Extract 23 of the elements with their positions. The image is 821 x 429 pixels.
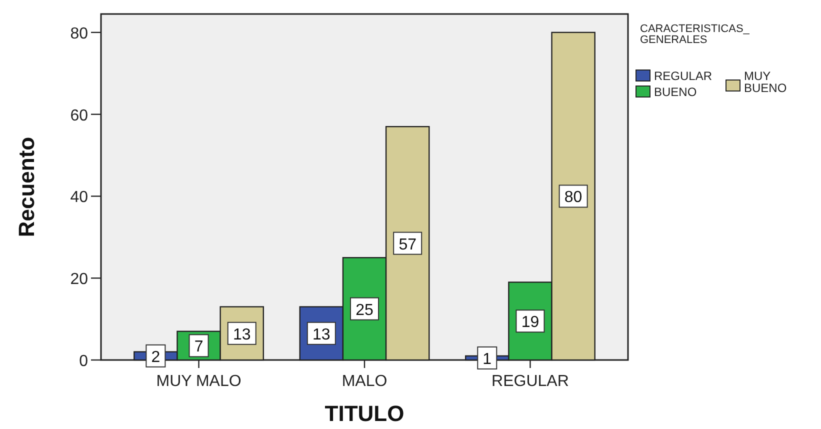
data-label: 25 — [356, 302, 374, 319]
x-tick-label: REGULAR — [492, 373, 569, 390]
data-label: 57 — [398, 236, 417, 254]
x-tick-label: MUY MALO — [156, 373, 242, 390]
data-label: 2 — [151, 348, 160, 366]
y-tick-label: 0 — [79, 353, 88, 370]
y-tick-label: 20 — [70, 271, 88, 288]
y-axis-title: Recuento — [14, 136, 39, 238]
y-tick-label: 80 — [70, 25, 88, 42]
data-label: 19 — [521, 314, 540, 332]
data-label: 13 — [312, 326, 330, 344]
x-axis-title: TITULO — [324, 401, 404, 426]
legend-label: BUENO — [654, 85, 697, 99]
y-tick-label: 60 — [70, 107, 88, 124]
data-label: 7 — [194, 338, 204, 356]
legend-label: MUY BUENO — [744, 69, 787, 95]
y-tick-label: 40 — [70, 189, 88, 206]
data-label: 80 — [564, 189, 582, 206]
data-label: 13 — [232, 326, 251, 344]
legend-label: REGULAR — [654, 69, 712, 83]
x-tick-label: MALO — [342, 373, 388, 390]
data-label: 1 — [482, 350, 492, 368]
legend-title: CARACTERISTICAS_GENERALES — [640, 23, 750, 46]
